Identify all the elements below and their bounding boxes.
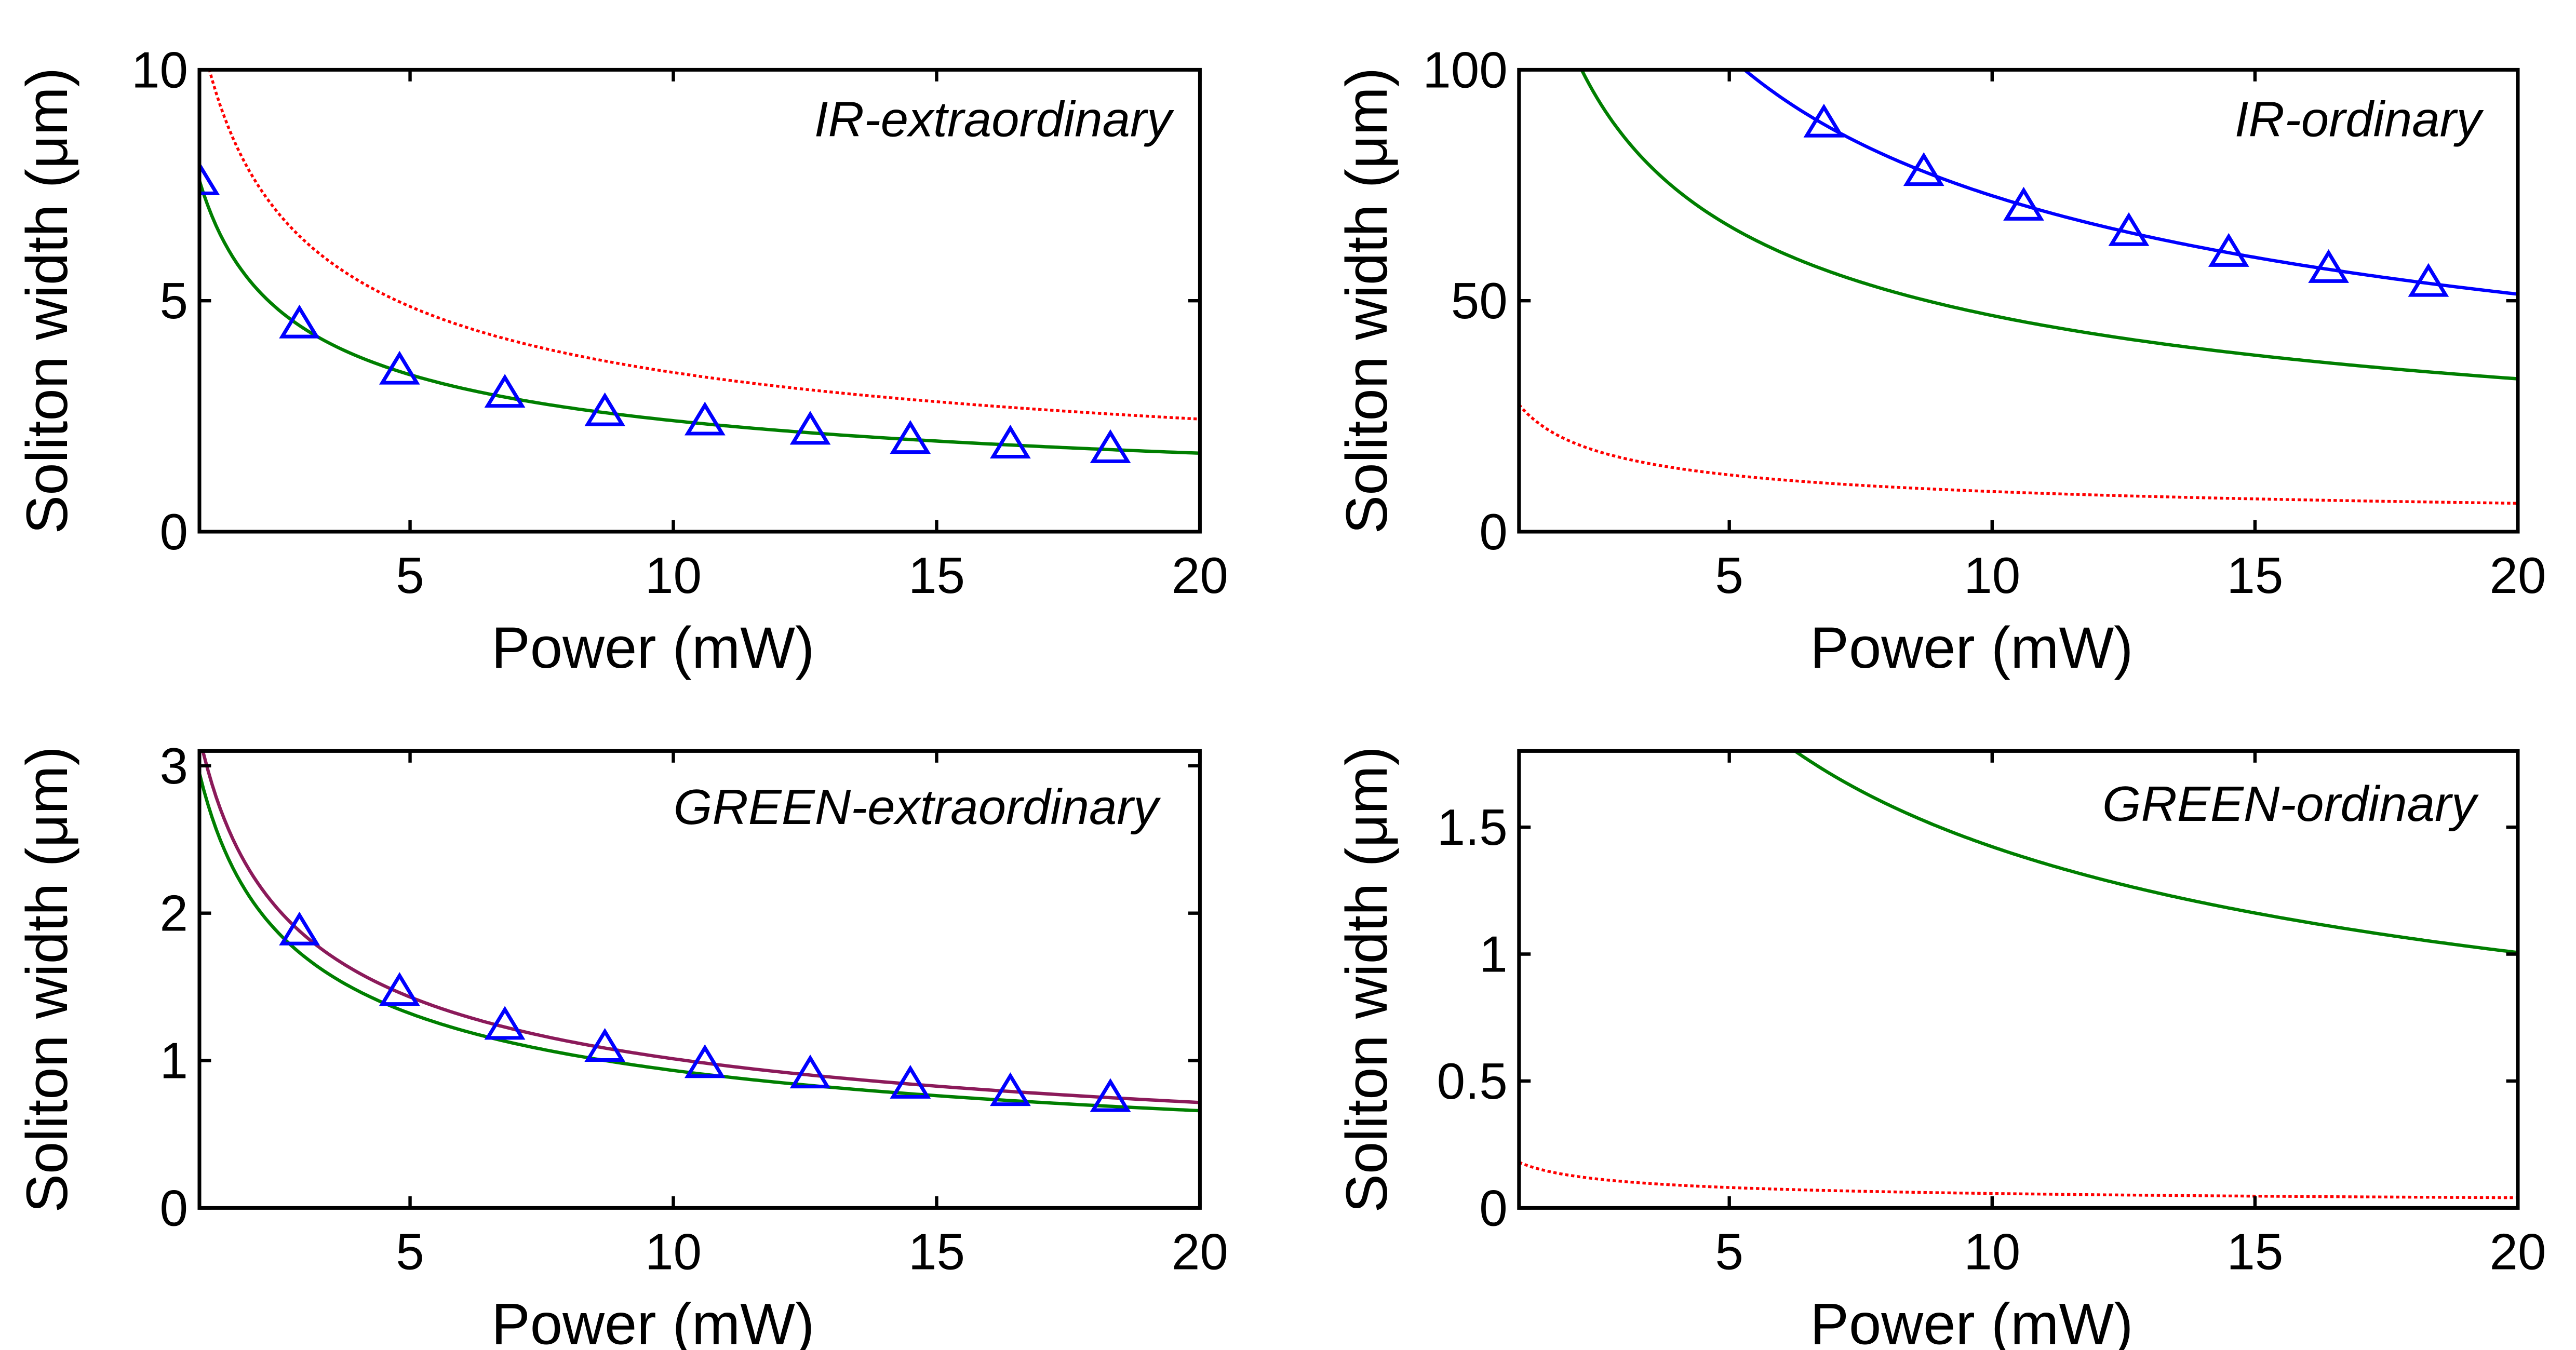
y-axis-label: Soliton width (μm) [1334, 746, 1399, 1213]
triangle-marker [990, 424, 1031, 459]
series-line-red-dotted [1519, 1160, 2518, 1199]
y-tick-label: 0 [1479, 503, 1508, 560]
x-tick-label: 5 [396, 547, 424, 604]
triangle-marker [484, 374, 526, 408]
triangle-marker [379, 972, 420, 1006]
markers-blue-triangles [199, 161, 1131, 463]
series-group [199, 751, 1200, 1113]
triangle-marker [1903, 152, 1944, 186]
x-tick-label: 10 [645, 547, 702, 604]
triangle-marker [1803, 103, 1845, 138]
triangle-marker [279, 304, 320, 339]
series-line-red-dotted [208, 70, 1200, 421]
y-axis-label: Soliton width (μm) [15, 68, 79, 534]
panel-title: GREEN-ordinary [2102, 776, 2479, 832]
series-line-green-solid [199, 180, 1200, 455]
x-tick-label: 15 [908, 547, 965, 604]
series-group [1519, 751, 2518, 1199]
markers-blue-triangles [279, 911, 1131, 1112]
triangle-marker [2003, 186, 2044, 221]
plot-area: 5 10 15 20 0 1 2 3 [159, 737, 1228, 1280]
panel-title: IR-ordinary [2235, 91, 2484, 147]
panel-ir-extraordinary: 5 10 15 20 0 5 10 Power (mW) Soliton width (μm… [15, 41, 1228, 680]
x-tick-label: 15 [2226, 547, 2283, 604]
y-tick-label: 1.5 [1437, 799, 1508, 856]
y-axis-label: Soliton width (μm) [1334, 68, 1399, 534]
y-axis-label: Soliton width (μm) [15, 746, 79, 1213]
x-axis-label: Power (mW) [491, 1291, 814, 1350]
triangle-marker [2408, 263, 2449, 297]
plot-area: 5 10 15 20 0 50 100 [1423, 41, 2546, 604]
triangle-marker [2108, 212, 2150, 246]
triangle-marker [890, 420, 931, 454]
triangle-marker [2208, 233, 2249, 267]
series-line-green-solid [1580, 70, 2518, 381]
plot-area: 5 10 15 20 0 0.5 1 1.5 [1437, 749, 2546, 1280]
y-tick-label: 5 [159, 272, 188, 329]
y-tick-label: 0 [159, 1179, 188, 1236]
triangle-marker [684, 401, 726, 436]
x-axis-label: Power (mW) [491, 615, 814, 680]
triangle-marker [990, 1072, 1031, 1106]
x-tick-label: 10 [1964, 1223, 2020, 1280]
x-tick-label: 20 [2489, 1223, 2546, 1280]
y-tick-label: 0.5 [1437, 1052, 1508, 1110]
x-tick-label: 10 [1964, 547, 2020, 604]
plot-area: 5 10 15 20 0 5 10 [131, 41, 1228, 604]
y-tick-label: 3 [159, 737, 188, 794]
y-tick-label: 2 [159, 885, 188, 942]
series-line-green-solid [1794, 751, 2518, 954]
panel-title: IR-extraordinary [814, 91, 1174, 147]
y-tick-label: 100 [1423, 41, 1508, 98]
y-tick-label: 10 [131, 41, 188, 98]
x-axis-label: Power (mW) [1810, 1291, 2133, 1350]
x-tick-label: 15 [2226, 1223, 2283, 1280]
triangle-marker [1090, 429, 1131, 463]
triangle-marker [584, 392, 626, 426]
x-tick-label: 15 [908, 1223, 965, 1280]
x-tick-label: 5 [1715, 1223, 1743, 1280]
triangle-marker [279, 911, 320, 946]
series-group [199, 70, 1200, 463]
series-line-red-dotted [1519, 403, 2518, 505]
triangle-marker [584, 1028, 626, 1062]
triangle-marker [484, 1006, 526, 1040]
markers-blue-triangles [1803, 103, 2449, 297]
y-tick-label: 0 [1479, 1179, 1508, 1236]
x-tick-label: 10 [645, 1223, 702, 1280]
triangle-marker [789, 1054, 831, 1089]
axes-box [197, 749, 1202, 1210]
y-tick-label: 1 [1479, 926, 1508, 983]
triangle-marker [199, 161, 220, 195]
series-line-blue-solid [1743, 70, 2518, 296]
panel-green-extraordinary: 5 10 15 20 0 1 2 3 Power (mW) Soliton width (μm… [15, 737, 1228, 1350]
x-tick-label: 20 [1172, 1223, 1228, 1280]
series-line-green-solid [199, 773, 1200, 1113]
x-tick-label: 5 [1715, 547, 1743, 604]
x-tick-label: 20 [2489, 547, 2546, 604]
panel-green-ordinary: 5 10 15 20 0 0.5 1 1.5 Power (mW) Soliton width… [1334, 746, 2546, 1350]
x-axis-label: Power (mW) [1810, 615, 2133, 680]
triangle-marker [379, 350, 420, 385]
triangle-marker [1090, 1078, 1131, 1112]
panel-ir-ordinary: 5 10 15 20 0 50 100 Power (mW) Soliton width (… [1334, 41, 2546, 680]
series-line-purple-solid [201, 751, 1200, 1104]
axes-box [1517, 749, 2520, 1210]
panel-title: GREEN-extraordinary [674, 779, 1161, 835]
triangle-marker [789, 411, 831, 445]
y-tick-label: 0 [159, 503, 188, 560]
triangle-marker [684, 1044, 726, 1078]
x-tick-label: 5 [396, 1223, 424, 1280]
y-tick-label: 50 [1451, 272, 1508, 329]
y-tick-label: 1 [159, 1032, 188, 1089]
triangle-marker [2308, 249, 2349, 283]
triangle-marker [890, 1064, 931, 1099]
series-group [1519, 70, 2518, 505]
x-tick-label: 20 [1172, 547, 1228, 604]
